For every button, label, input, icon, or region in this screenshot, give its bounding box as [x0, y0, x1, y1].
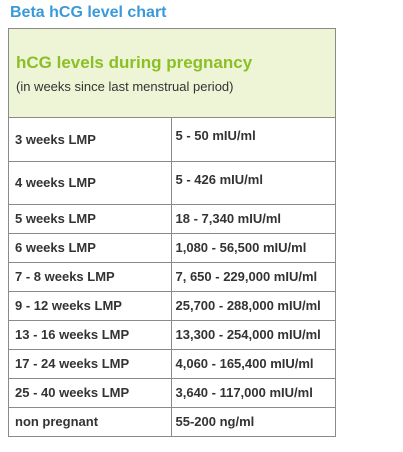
- level-cell: 7, 650 - 229,000 mIU/ml: [171, 261, 335, 291]
- table-row: 5 weeks LMP 18 - 7,340 mIU/ml: [9, 203, 335, 233]
- table-row: 6 weeks LMP 1,080 - 56,500 mIU/ml: [9, 232, 335, 262]
- table-row: 3 weeks LMP 5 - 50 mIU/ml: [9, 118, 335, 161]
- level-cell: 5 - 50 mIU/ml: [175, 128, 256, 143]
- weeks-cell: 3 weeks LMP: [9, 118, 172, 161]
- level-cell: 1,080 - 56,500 mIU/ml: [171, 232, 335, 262]
- levels-table: 3 weeks LMP 5 - 50 mIU/ml 4 weeks LMP 5 …: [9, 118, 335, 436]
- table-header-subtitle: (in weeks since last menstrual period): [16, 79, 234, 94]
- weeks-cell: 25 - 40 weeks LMP: [9, 377, 172, 407]
- level-cell: 18 - 7,340 mIU/ml: [171, 203, 335, 233]
- weeks-cell: non pregnant: [9, 406, 172, 436]
- table-row: 13 - 16 weeks LMP 13,300 - 254,000 mIU/m…: [9, 319, 335, 349]
- weeks-cell: 5 weeks LMP: [9, 203, 172, 233]
- table-row: 4 weeks LMP 5 - 426 mIU/ml: [9, 160, 335, 204]
- table-row: 17 - 24 weeks LMP 4,060 - 165,400 mIU/ml: [9, 348, 335, 378]
- level-cell: 55-200 ng/ml: [171, 406, 335, 436]
- level-cell: 4,060 - 165,400 mIU/ml: [171, 348, 335, 378]
- weeks-cell: 4 weeks LMP: [9, 160, 172, 204]
- weeks-cell: 9 - 12 weeks LMP: [9, 290, 172, 320]
- table-row: non pregnant 55-200 ng/ml: [9, 406, 335, 436]
- table-row: 25 - 40 weeks LMP 3,640 - 117,000 mIU/ml: [9, 377, 335, 407]
- weeks-cell: 7 - 8 weeks LMP: [9, 261, 172, 291]
- level-cell: 25,700 - 288,000 mIU/ml: [171, 290, 335, 320]
- table-header-title: hCG levels during pregnancy: [16, 53, 253, 72]
- page-title: Beta hCG level chart: [10, 4, 167, 21]
- level-cell: 3,640 - 117,000 mIU/ml: [171, 377, 335, 407]
- level-cell: 5 - 426 mIU/ml: [171, 160, 335, 204]
- hcg-level-table: hCG levels during pregnancy (in weeks si…: [8, 28, 336, 437]
- table-row: 7 - 8 weeks LMP 7, 650 - 229,000 mIU/ml: [9, 261, 335, 291]
- table-header: hCG levels during pregnancy (in weeks si…: [9, 29, 335, 118]
- weeks-cell: 13 - 16 weeks LMP: [9, 319, 172, 349]
- table-row: 9 - 12 weeks LMP 25,700 - 288,000 mIU/ml: [9, 290, 335, 320]
- weeks-cell: 17 - 24 weeks LMP: [9, 348, 172, 378]
- weeks-cell: 6 weeks LMP: [9, 232, 172, 262]
- level-cell: 13,300 - 254,000 mIU/ml: [171, 319, 335, 349]
